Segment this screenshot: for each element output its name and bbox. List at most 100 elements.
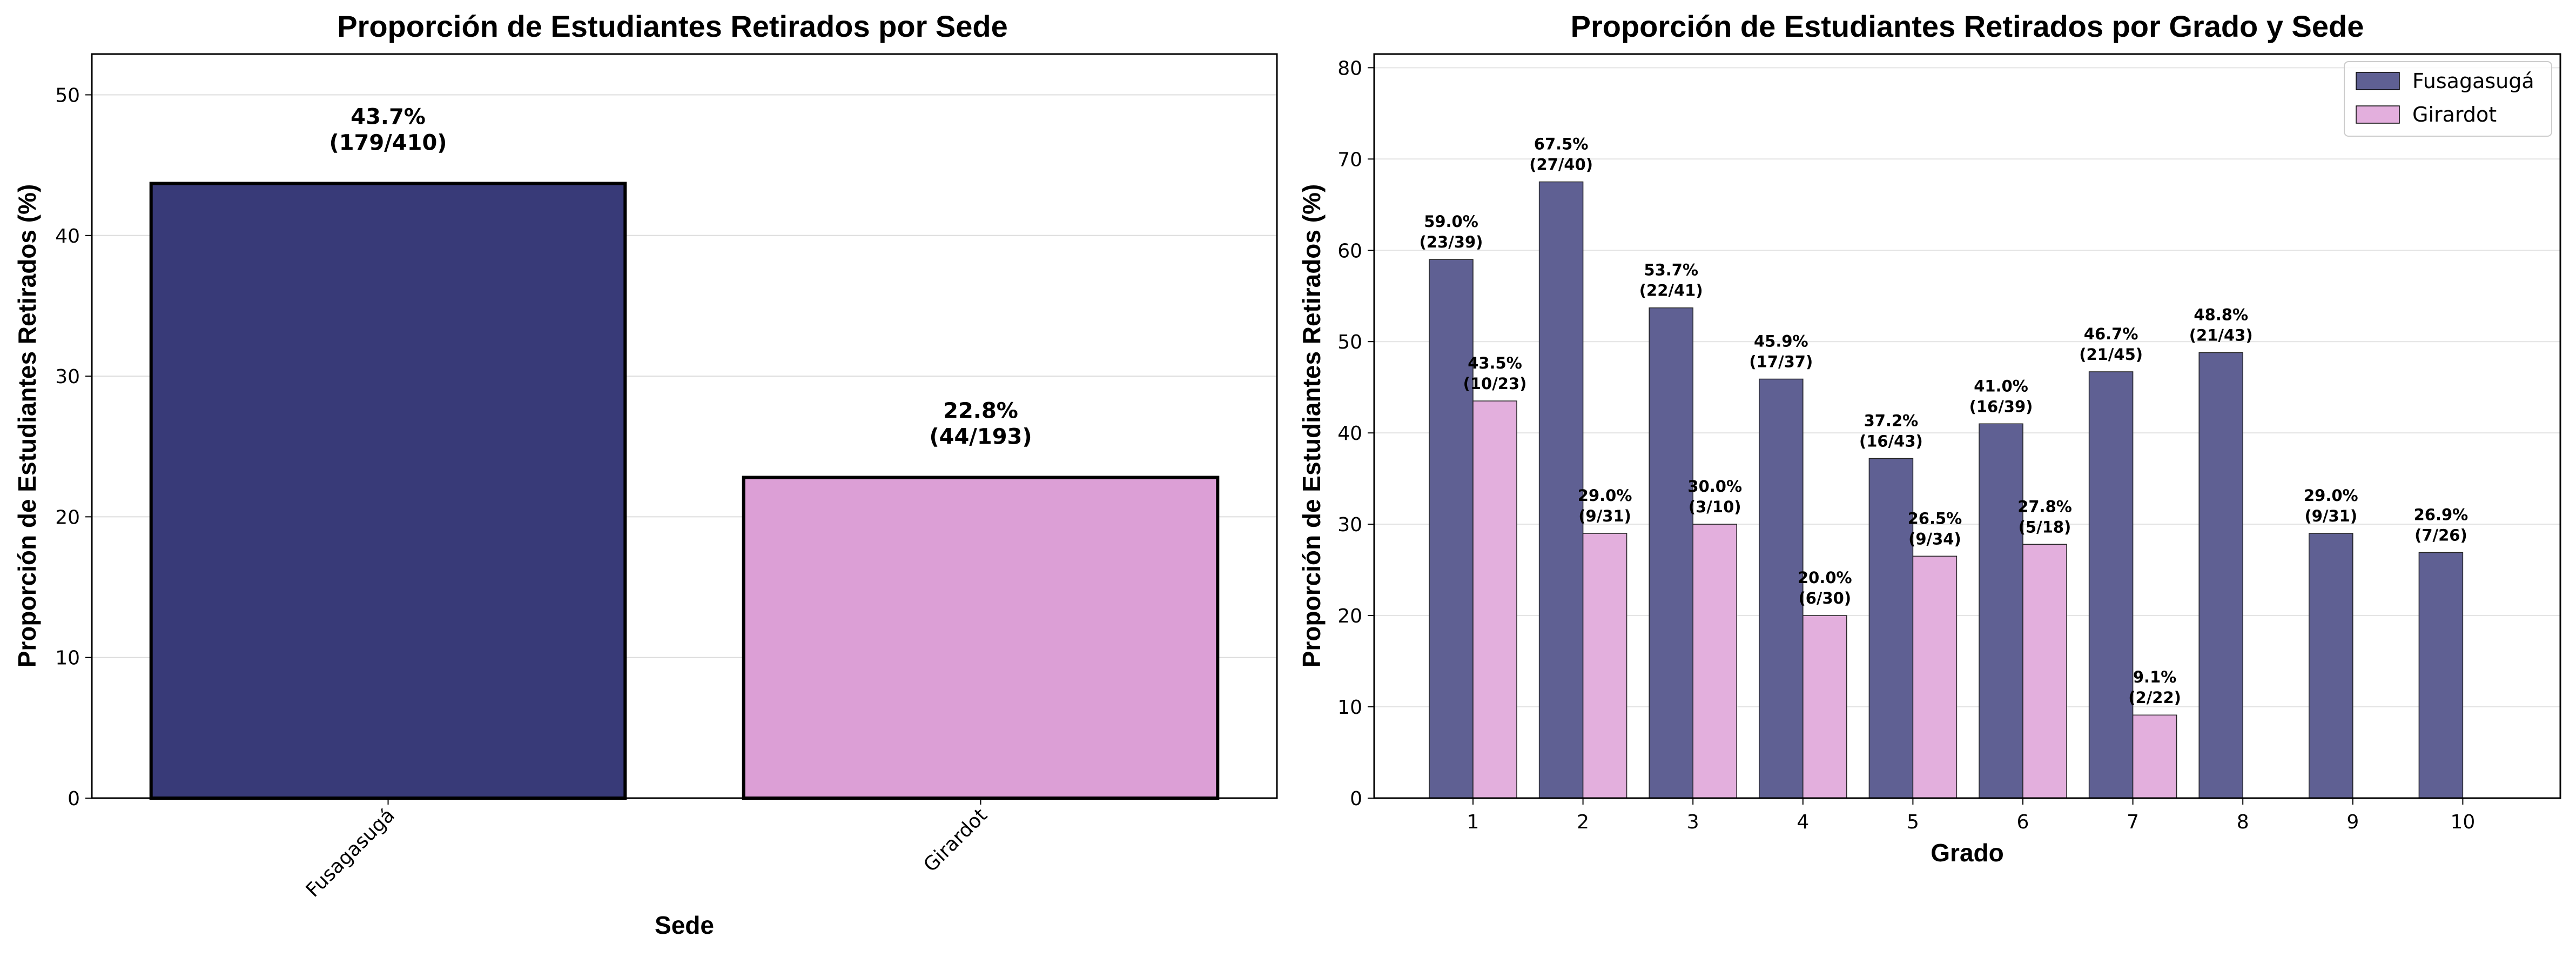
data-label-fusagasuga-grado-5-pct: 37.2% [1864, 411, 1919, 430]
bar-fusagasuga-grado-1 [1429, 259, 1474, 799]
x-axis-label: Grado [1931, 839, 2003, 867]
data-label-girardot-grado-1-pct: 43.5% [1468, 354, 1522, 372]
bars [1429, 181, 2464, 799]
y-tick-label: 10 [55, 647, 80, 670]
chart-proporcion-por-grado-y-sede: Proporción de Estudiantes Retirados por … [1297, 9, 2561, 867]
data-label-girardot-grado-2-count: (9/31) [1578, 507, 1631, 525]
data-label-girardot-grado-3-pct: 30.0% [1687, 477, 1742, 496]
data-label-fusagasuga-grado-2-count: (27/40) [1529, 156, 1593, 174]
bar-fusagasuga [149, 182, 627, 800]
bar-fusagasuga-grado-5 [1868, 458, 1914, 799]
data-label-fusagasuga-grado-7-count: (21/45) [2079, 345, 2143, 364]
data-label-fusagasuga-grado-9-count: (9/31) [2304, 507, 2357, 525]
x-tick-label-grado-10: 10 [2450, 811, 2475, 833]
x-axis-ticks: 1 2 3 4 5 6 7 8 9 10 [1467, 798, 2475, 833]
y-tick-label: 20 [1337, 605, 1362, 627]
x-tick-label-grado-1: 1 [1467, 811, 1479, 833]
plot-frame [91, 53, 1278, 799]
x-tick-label-grado-7: 7 [2127, 811, 2139, 833]
bar-girardot-grado-5 [1912, 556, 1958, 799]
legend-label-girardot: Girardot [2412, 103, 2497, 126]
data-label-fusagasuga-pct: 43.7% [351, 104, 426, 129]
data-label-girardot-grado-4-count: (6/30) [1798, 589, 1851, 607]
data-label-girardot-grado-6-pct: 27.8% [2017, 497, 2072, 516]
y-tick-label: 20 [55, 506, 80, 528]
bar-fusagasuga-grado-2 [1538, 181, 1584, 799]
data-label-fusagasuga-grado-8-count: (21/43) [2189, 326, 2253, 344]
y-tick-label: 0 [1350, 788, 1362, 810]
data-label-girardot-grado-7-pct: 9.1% [2133, 668, 2176, 686]
legend: Fusagasugá Girardot [2344, 61, 2552, 137]
bar-fusagasuga-grado-9 [2309, 533, 2353, 799]
bar-girardot-grado-1 [1472, 400, 1517, 799]
y-axis-ticks: 0 10 20 30 40 50 [55, 84, 92, 810]
x-tick-label-girardot: Girardot [919, 804, 992, 876]
chart-title: Proporción de Estudiantes Retirados por … [337, 9, 1008, 43]
legend-swatch-girardot [2356, 105, 2400, 124]
data-label-girardot-grado-3-count: (3/10) [1689, 498, 1741, 516]
data-label-fusagasuga-count: (179/410) [329, 130, 447, 155]
bar-fusagasuga-grado-3 [1649, 307, 1693, 799]
y-tick-label: 50 [55, 84, 80, 106]
data-label-fusagasuga-grado-4-count: (17/37) [1749, 352, 1813, 371]
bar-girardot-grado-4 [1802, 615, 1847, 799]
data-label-fusagasuga-grado-3-pct: 53.7% [1644, 261, 1698, 279]
data-label-fusagasuga-grado-5-count: (16/43) [1859, 432, 1923, 450]
chart-proporcion-por-sede: Proporción de Estudiantes Retirados por … [13, 9, 1278, 939]
data-label-fusagasuga-grado-6-pct: 41.0% [1974, 377, 2028, 395]
data-label-fusagasuga-grado-2-pct: 67.5% [1534, 135, 1589, 153]
y-tick-label: 30 [1337, 514, 1362, 536]
x-tick-label-grado-5: 5 [1907, 811, 1919, 833]
data-label-fusagasuga-grado-3-count: (22/41) [1639, 282, 1703, 300]
bars [149, 182, 1220, 800]
data-label-girardot-count: (44/193) [929, 425, 1032, 450]
data-label-girardot-pct: 22.8% [943, 399, 1018, 424]
x-tick-label-fusagasuga: Fusagasugá [302, 804, 399, 901]
y-tick-label: 0 [68, 788, 80, 810]
data-label-fusagasuga-grado-6-count: (16/39) [1969, 397, 2033, 416]
x-axis-label: Sede [655, 911, 714, 939]
y-tick-label: 30 [55, 366, 80, 388]
bar-fusagasuga-grado-10 [2418, 552, 2464, 799]
legend-swatch-fusagasuga [2356, 72, 2400, 90]
y-tick-label: 10 [1337, 697, 1362, 719]
data-label-girardot-grado-5-count: (9/34) [1908, 530, 1961, 548]
x-tick-label-grado-8: 8 [2237, 811, 2249, 833]
data-label-girardot-grado-5-pct: 26.5% [1908, 509, 1962, 527]
data-label-fusagasuga-grado-4-pct: 45.9% [1754, 332, 1808, 350]
chart-title: Proporción de Estudiantes Retirados por … [1571, 9, 2364, 43]
x-tick-label-grado-2: 2 [1577, 811, 1589, 833]
y-axis-ticks: 0 10 20 30 40 50 60 70 80 [1337, 57, 1374, 810]
bar-girardot-grado-7 [2132, 714, 2177, 799]
y-tick-label: 60 [1337, 240, 1362, 262]
bar-fusagasuga-grado-6 [1979, 423, 2023, 799]
data-label-fusagasuga-grado-9-pct: 29.0% [2304, 486, 2358, 505]
y-tick-label: 50 [1337, 331, 1362, 353]
x-axis-ticks: Fusagasugá Girardot [302, 798, 992, 902]
data-label-fusagasuga-grado-8-pct: 48.8% [2194, 305, 2248, 324]
plot-frame [1373, 53, 2561, 799]
bar-fusagasuga-grado-7 [2088, 371, 2134, 799]
bar-girardot-grado-2 [1582, 533, 1627, 799]
x-tick-label-grado-6: 6 [2017, 811, 2029, 833]
bar-girardot-grado-3 [1692, 524, 1737, 799]
x-tick-label-grado-3: 3 [1687, 811, 1699, 833]
data-label-girardot-grado-1-count: (10/23) [1463, 374, 1527, 393]
data-labels: 59.0% (23/39) 43.5% (10/23) 67.5% (27/40) 29.0… [1420, 135, 2469, 707]
data-label-fusagasuga-grado-7-pct: 46.7% [2084, 325, 2138, 343]
y-tick-label: 70 [1337, 149, 1362, 171]
bar-girardot [742, 476, 1220, 800]
y-tick-label: 40 [1337, 423, 1362, 445]
data-labels: 43.7%(179/410) 22.8%(44/193) [329, 104, 1032, 449]
data-label-girardot-grado-6-count: (5/18) [2019, 518, 2071, 536]
y-tick-label: 80 [1337, 57, 1362, 79]
bar-girardot-grado-6 [2022, 544, 2067, 799]
legend-label-fusagasuga: Fusagasugá [2412, 69, 2534, 93]
data-label-fusagasuga-grado-1-count: (23/39) [1420, 233, 1483, 251]
data-label-fusagasuga-grado-10-count: (7/26) [2414, 526, 2467, 545]
data-label-girardot-grado-2-pct: 29.0% [1578, 486, 1632, 505]
data-label-fusagasuga-grado-1-pct: 59.0% [1424, 212, 1478, 231]
y-axis-label: Proporción de Estudiantes Retirados (%) [1297, 184, 1326, 668]
y-tick-label: 40 [55, 225, 80, 247]
